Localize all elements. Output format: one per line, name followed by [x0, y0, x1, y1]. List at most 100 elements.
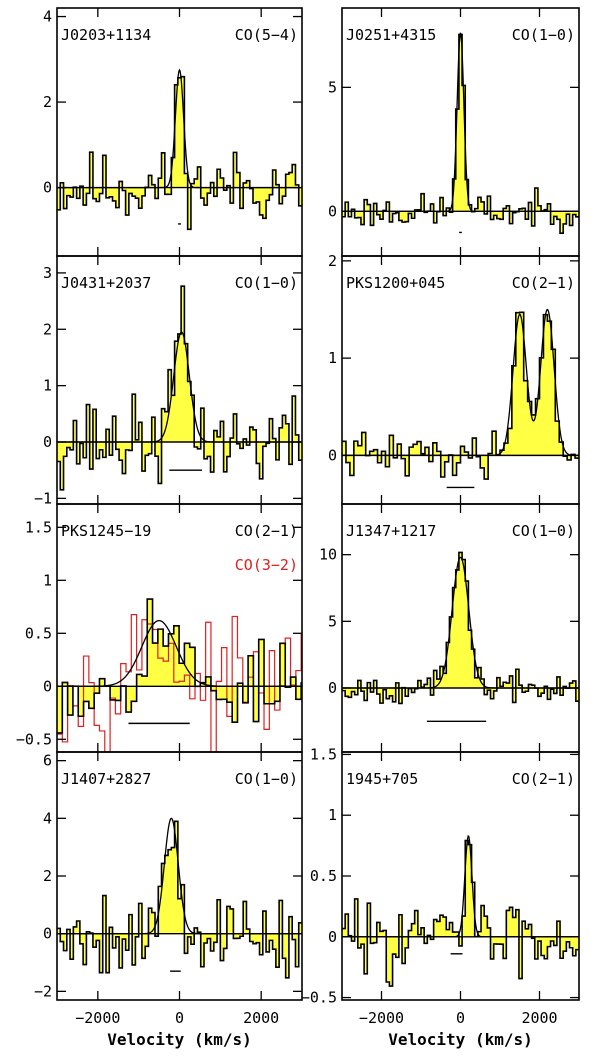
co-line-label: CO(1−0): [235, 770, 298, 788]
histogram-bin-fill: [178, 334, 182, 442]
plot-area: [57, 818, 302, 977]
histogram-bin-fill: [142, 676, 148, 686]
y-tick-label: 0: [43, 677, 52, 695]
y-tick-label: 0: [328, 679, 337, 697]
histogram-bin-fill: [165, 855, 169, 933]
y-tick-label: 0.5: [310, 867, 337, 885]
plot-area: [57, 70, 302, 229]
y-tick-label: 5: [328, 612, 337, 630]
co-line-label-2: CO(3−2): [235, 556, 298, 574]
plot-area: [342, 310, 579, 488]
co-line-label: CO(1−0): [512, 522, 575, 540]
y-tick-label: −1: [34, 489, 52, 507]
y-tick-label: 6: [43, 752, 52, 770]
histogram-bin-fill: [497, 937, 500, 944]
y-tick-label: −0.5: [301, 989, 337, 1007]
source-name-label: J0431+2037: [61, 274, 151, 292]
histogram-bin-fill: [380, 931, 383, 937]
y-tick-label: 0.5: [25, 624, 52, 642]
plot-area: [57, 599, 302, 762]
y-tick-label: 0: [328, 928, 337, 946]
y-tick-label: 2: [43, 320, 52, 338]
source-name-label: 1945+705: [346, 770, 418, 788]
co-line-label: CO(1−0): [235, 274, 298, 292]
histogram-bin-fill: [178, 899, 182, 934]
histogram-bin-fill: [99, 442, 103, 450]
y-tick-label: 0: [328, 446, 337, 464]
histogram-bin-fill: [393, 937, 396, 954]
y-tick-label: 5: [328, 78, 337, 96]
source-name-label: J1347+1217: [346, 522, 436, 540]
histogram-bin-fill: [525, 929, 528, 937]
y-tick-label: 0: [43, 179, 52, 197]
y-tick-label: 1: [328, 349, 337, 367]
co-line-label: CO(2−1): [512, 274, 575, 292]
y-tick-label: 1: [43, 571, 52, 589]
histogram-bin-fill: [437, 921, 440, 936]
x-tick-label: 0: [175, 1009, 184, 1027]
y-tick-label: 2: [43, 93, 52, 111]
source-name-label: J0251+4315: [346, 26, 436, 44]
y-tick-label: 2: [43, 867, 52, 885]
histogram-bin-fill: [129, 188, 133, 194]
y-tick-label: 0: [43, 433, 52, 451]
x-axis-title: Velocity (km/s): [388, 1030, 533, 1049]
histogram-bin-fill: [389, 688, 392, 696]
y-tick-label: 10: [319, 546, 337, 564]
y-tick-label: 1: [43, 377, 52, 395]
histogram-bin-fill: [171, 395, 175, 442]
co-line-label: CO(2−1): [235, 522, 298, 540]
histogram-bin-fill: [443, 673, 446, 688]
y-tick-label: 0: [328, 202, 337, 220]
y-tick-label: −2: [34, 982, 52, 1000]
y-tick-label: 4: [43, 809, 52, 827]
histogram-bin-fill: [84, 686, 90, 701]
histogram-bin-fill: [361, 937, 364, 944]
y-tick-label: −0.5: [16, 730, 52, 748]
plot-area: [342, 33, 579, 233]
histogram-bin-fill: [446, 930, 449, 937]
histogram-bin-fill: [67, 442, 71, 448]
plot-area: [57, 286, 302, 490]
histogram-bin-fill: [122, 934, 126, 939]
histogram-bin-fill: [500, 937, 503, 944]
source-name-label: PKS1200+045: [346, 274, 445, 292]
histogram-bin-fill: [358, 211, 361, 217]
histogram-bin-fill: [269, 934, 273, 941]
source-name-label: J1407+2827: [61, 770, 151, 788]
histogram-bin-fill: [256, 934, 260, 943]
histogram-bin-fill: [513, 917, 516, 936]
x-tick-label: 2000: [243, 1009, 279, 1027]
histogram-bin-fill: [494, 937, 497, 944]
histogram-bin-fill: [168, 850, 172, 934]
histogram-bin-fill: [109, 188, 113, 197]
panel-6: 0 5 10 J1347+1217 CO(1−0): [319, 504, 579, 752]
histogram-bin-fill: [67, 188, 71, 196]
histogram-bin-fill: [126, 442, 130, 450]
histogram-bin-fill: [459, 552, 462, 688]
source-name-label: J0203+1134: [61, 26, 151, 44]
y-tick-label: 0: [43, 925, 52, 943]
histogram-bin-fill: [96, 934, 100, 941]
x-tick-label: 2000: [521, 1009, 557, 1027]
source-name-label: PKS1245−19: [61, 522, 151, 540]
y-tick-label: 4: [43, 8, 52, 26]
plot-area: [342, 836, 579, 986]
histogram-bin-fill: [178, 78, 182, 188]
panel-5: −0.5 0 0.5 1 1.5 PKS1245−19 CO(2−1) CO(3−2): [16, 504, 302, 762]
panel-4: 0 1 2 PKS1200+045 CO(2−1): [328, 252, 579, 504]
y-tick-label: 2: [328, 252, 337, 270]
x-tick-label: 0: [456, 1009, 465, 1027]
co-line-label: CO(2−1): [512, 770, 575, 788]
panel-frame: [342, 752, 579, 1000]
histogram-bin-fill: [475, 678, 478, 688]
histogram-bin-fill: [216, 686, 222, 699]
y-tick-label: 1.5: [25, 518, 52, 536]
x-tick-label: −2000: [359, 1009, 404, 1027]
